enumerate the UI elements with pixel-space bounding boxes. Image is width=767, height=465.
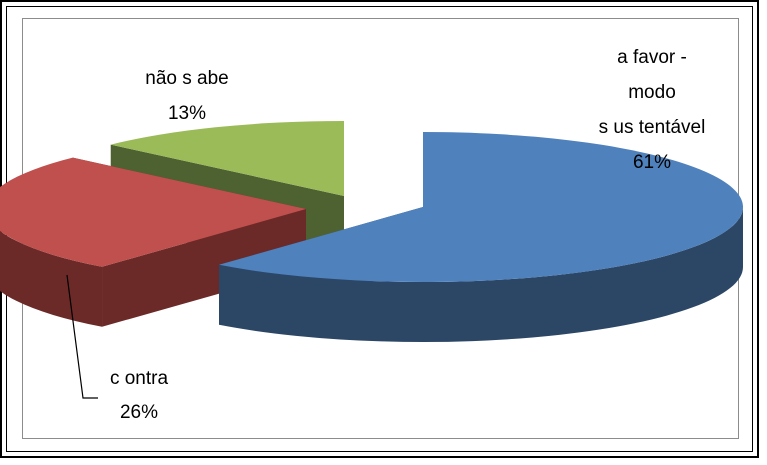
slice-contra-top (0, 157, 306, 267)
value-label-a-favor: 61% (633, 152, 671, 173)
label-contra: c ontra (110, 368, 169, 389)
slice-a-favor-top (219, 132, 744, 282)
value-label-nao-sabe: 13% (168, 103, 206, 124)
value-label-contra: 26% (120, 402, 158, 423)
slice-contra-outer-wall (0, 230, 103, 327)
pie-slices (0, 121, 744, 342)
leader-line-contra (66, 274, 98, 399)
label-a-favor-line3: s us tentável (599, 117, 706, 138)
label-a-favor-line2: modo (628, 82, 676, 103)
slice-a-favor-outer-wall (219, 207, 744, 342)
label-nao-sabe: não s abe (145, 68, 228, 89)
slice-nao-sabe-top (110, 121, 344, 196)
label-a-favor-line1: a favor - (617, 47, 687, 68)
